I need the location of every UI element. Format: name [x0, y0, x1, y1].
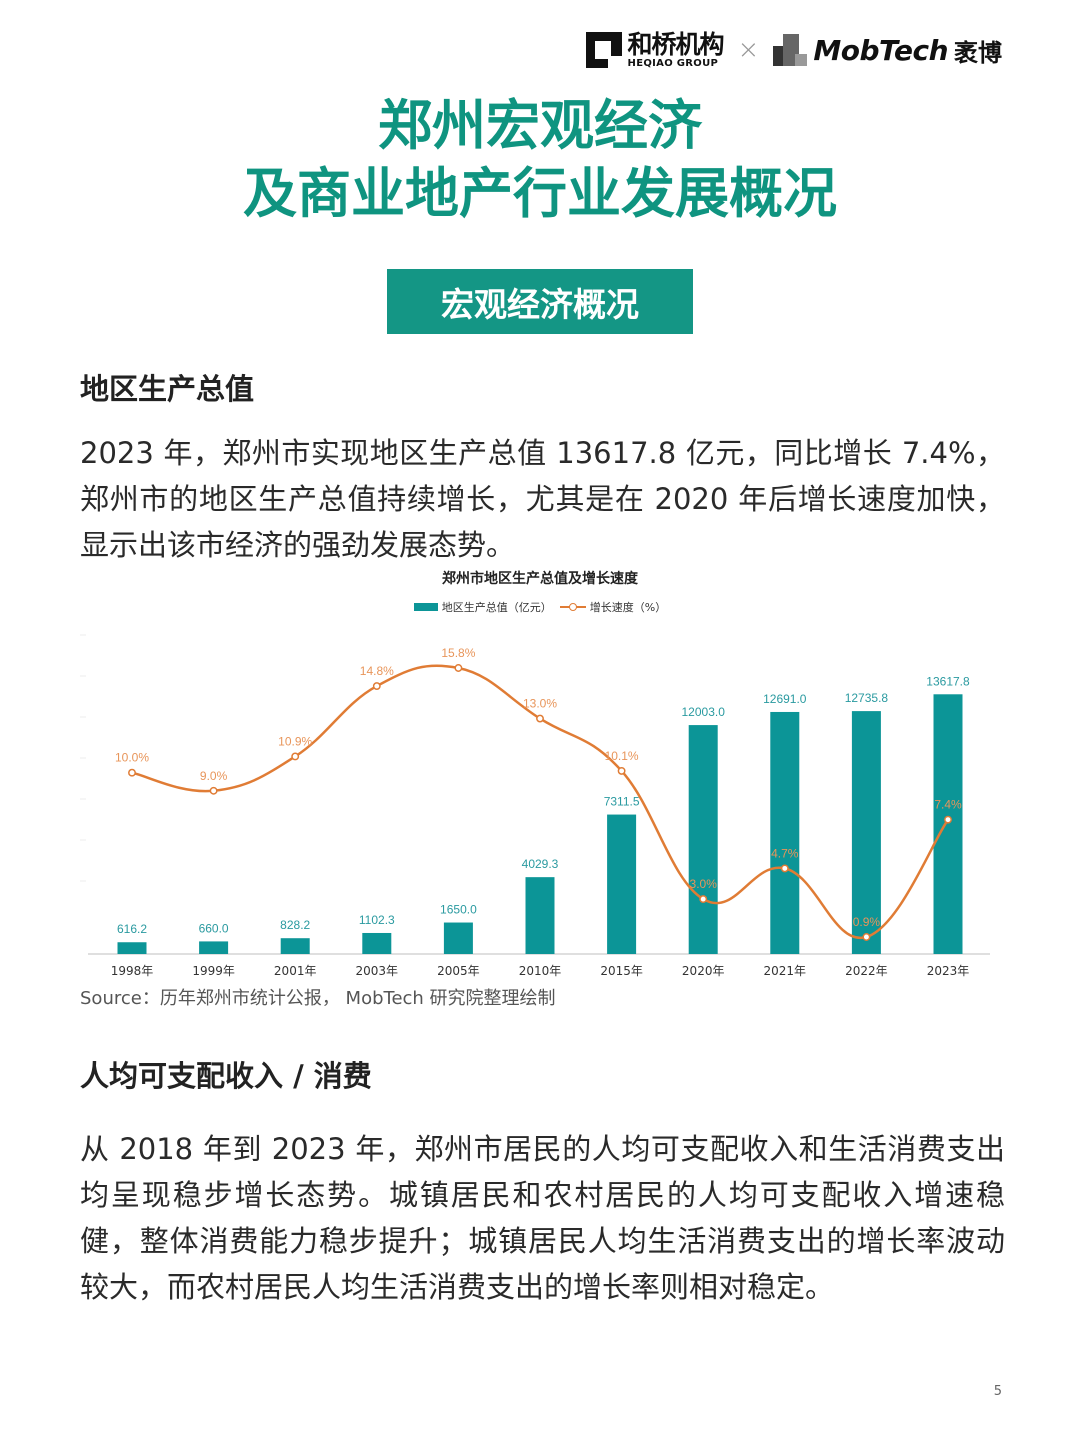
gdp-bar — [933, 694, 963, 954]
growth-rate-point — [617, 766, 626, 775]
gdp-bar — [199, 941, 229, 954]
gdp-bar-label: 12691.0 — [763, 692, 807, 706]
growth-rate-line — [131, 664, 950, 940]
heqiao-logo: 和桥机构 HEQIAO GROUP — [585, 29, 725, 69]
growth-rate-label: 0.9% — [853, 915, 881, 929]
gdp-bar — [362, 932, 392, 954]
x-axis-tick-label: 1999年 — [192, 964, 235, 978]
cross-separator-icon: × — [737, 35, 760, 65]
mobtech-logo: MobTech 袤博 — [773, 33, 1002, 68]
growth-rate-point — [372, 682, 381, 691]
growth-rate-label: 9.0% — [200, 769, 228, 783]
mobtech-logo-cn: 袤博 — [954, 38, 1002, 67]
chart-legend: 地区生产总值（亿元） 增长速度（%） — [80, 599, 1000, 615]
legend-item-growth: 增长速度（%） — [559, 599, 666, 615]
x-axis-tick-label: 2020年 — [682, 964, 725, 978]
page-title-line1: 郑州宏观经济 — [378, 94, 702, 157]
x-axis-tick-label: 2010年 — [519, 964, 562, 978]
growth-rate-point — [536, 714, 544, 723]
gdp-bar-label: 13617.8 — [926, 674, 970, 688]
page-title: 郑州宏观经济 及商业地产行业发展概况 — [0, 92, 1080, 228]
gdp-bar — [117, 942, 147, 954]
x-axis-tick-label: 2001年 — [274, 964, 317, 978]
income-heading: 人均可支配收入 / 消费 — [80, 1059, 372, 1093]
section-badge: 宏观经济概况 — [387, 269, 693, 334]
page-number: 5 — [993, 1384, 1002, 1399]
gdp-bar — [525, 877, 555, 954]
gdp-bar-label: 7311.5 — [604, 795, 640, 809]
gdp-bar-label: 1102.3 — [359, 913, 395, 927]
growth-rate-label: 14.8% — [360, 664, 394, 678]
growth-rate-point — [291, 752, 300, 761]
gdp-bar-label: 660.0 — [199, 921, 229, 935]
gdp-paragraph: 2023 年，郑州市实现地区生产总值 13617.8 亿元，同比增长 7.4%，… — [80, 436, 1005, 562]
x-axis-tick-label: 2005年 — [437, 964, 480, 978]
gdp-bar-label: 4029.3 — [522, 857, 559, 871]
legend-bar-swatch-icon — [413, 603, 438, 611]
chart-plot-area: 616.2 1998年 660.0 1999年 828.2 2001年 1102.3 2003… — [80, 634, 990, 978]
gdp-bar-label: 828.2 — [280, 918, 310, 932]
heqiao-logo-icon — [585, 32, 622, 68]
growth-rate-point — [944, 815, 952, 824]
growth-rate-label: 13.0% — [523, 697, 557, 711]
chart-source: Source：历年郑州市统计公报， MobTech 研究院整理绘制 — [80, 988, 556, 1009]
growth-rate-label: 3.0% — [690, 877, 718, 891]
heqiao-logo-en: HEQIAO GROUP — [627, 57, 719, 69]
growth-rate-label: 10.9% — [278, 734, 312, 748]
growth-rate-point — [209, 786, 218, 795]
x-axis-tick-label: 2021年 — [764, 964, 807, 978]
gdp-bar — [851, 711, 881, 954]
growth-rate-point — [699, 895, 708, 904]
growth-rate-point — [454, 664, 463, 672]
gdp-bar — [770, 711, 800, 954]
x-axis-tick-label: 1998年 — [111, 964, 154, 978]
gdp-bar-label: 616.2 — [117, 922, 147, 936]
partner-logos: 和桥机构 HEQIAO GROUP × MobTech 袤博 — [585, 28, 1002, 72]
gdp-bar-label: 12003.0 — [682, 705, 726, 719]
gdp-bar-label: 12735.8 — [845, 691, 889, 705]
mobtech-building-icon — [773, 34, 808, 66]
gdp-heading: 地区生产总值 — [80, 372, 255, 406]
legend-line-swatch-icon — [559, 602, 586, 612]
x-axis-tick-label: 2022年 — [845, 964, 888, 978]
chart-title: 郑州市地区生产总值及增长速度 — [442, 571, 638, 587]
growth-rate-point — [862, 933, 871, 941]
x-axis-tick-label: 2015年 — [600, 964, 643, 978]
x-axis-tick-label: 2023年 — [927, 964, 970, 978]
growth-rate-point — [128, 768, 136, 777]
gdp-bar — [607, 814, 637, 954]
gdp-chart: 郑州市地区生产总值及增长速度 地区生产总值（亿元） 增长速度（%） 616.2 1… — [80, 565, 1005, 985]
growth-rate-label: 10.1% — [605, 749, 639, 763]
income-paragraph: 从 2018 年到 2023 年，郑州市居民的人均可支配收入和生活消费支出均呈现… — [80, 1132, 1005, 1304]
legend-item-gdp: 地区生产总值（亿元） — [413, 599, 552, 615]
gdp-bar — [688, 725, 718, 954]
page-title-line2: 及商业地产行业发展概况 — [243, 162, 837, 225]
heqiao-logo-cn: 和桥机构 — [627, 29, 725, 59]
gdp-bar-label: 1650.0 — [440, 903, 477, 917]
growth-rate-label: 4.7% — [771, 846, 799, 860]
mobtech-logo-en: MobTech — [813, 33, 948, 67]
growth-rate-point — [780, 864, 789, 873]
gdp-bar — [443, 922, 473, 954]
growth-rate-label: 15.8% — [441, 646, 475, 660]
growth-rate-label: 7.4% — [934, 798, 962, 812]
growth-rate-label: 10.0% — [115, 751, 149, 765]
gdp-bar — [280, 938, 310, 954]
x-axis-tick-label: 2003年 — [356, 964, 399, 978]
